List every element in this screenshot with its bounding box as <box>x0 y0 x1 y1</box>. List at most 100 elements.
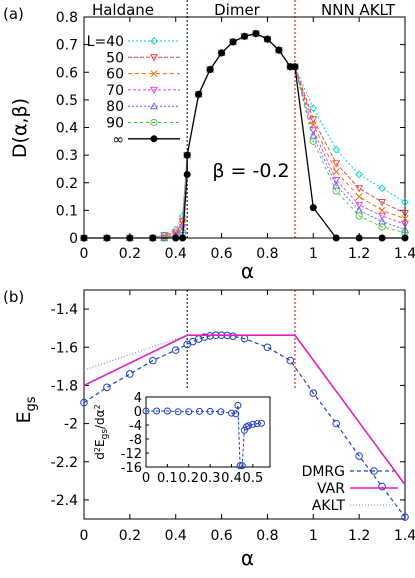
data-point <box>309 389 318 397</box>
data-point <box>309 104 318 112</box>
x-tick-label: 0.8 <box>256 528 278 544</box>
y-tick-label: 0.5 <box>56 93 78 109</box>
data-point <box>378 482 386 491</box>
data-point <box>263 343 272 352</box>
y-tick-label: 0.8 <box>56 10 78 26</box>
legend-label: DMRG <box>302 464 345 480</box>
inset-data-point <box>232 410 240 418</box>
plot-frame <box>83 16 406 239</box>
data-point <box>401 513 409 521</box>
inset-data-point <box>245 422 253 430</box>
inset-data-point <box>142 407 150 415</box>
series-4: 80 <box>80 29 409 242</box>
series-line <box>84 33 406 239</box>
inset-y-tick-label: -16 <box>121 461 142 476</box>
data-point <box>378 184 386 193</box>
inset-y-tick-label: -12 <box>121 447 142 462</box>
phase-label-dimer: Dimer <box>214 1 261 19</box>
series-line <box>83 334 406 486</box>
series-line <box>84 33 406 239</box>
inset-data-point <box>163 407 171 415</box>
panel-label: (b) <box>3 288 24 306</box>
data-point <box>263 35 271 43</box>
series-1: 50 <box>80 30 409 243</box>
legend-label: AKLT <box>312 498 346 514</box>
y-tick-label: 0.7 <box>56 38 78 54</box>
data-point <box>291 63 299 71</box>
data-point <box>309 116 318 124</box>
legend-label: 60 <box>106 67 124 83</box>
inset-data-point <box>195 407 203 415</box>
data-point <box>195 90 203 98</box>
inset-y-tick-label: 4 <box>134 391 142 406</box>
data-point <box>275 46 283 54</box>
legend-label: L=40 <box>87 34 124 50</box>
data-point <box>80 234 88 242</box>
inset-data-point <box>238 462 246 470</box>
data-point <box>401 210 409 218</box>
data-point <box>378 234 386 242</box>
x-tick-label: 0.4 <box>165 528 187 544</box>
data-point <box>332 145 341 154</box>
inset-x-tick-label: 0.4 <box>221 471 242 486</box>
series-aklt: AKLT <box>83 334 398 514</box>
x-tick-label: 0.2 <box>119 246 141 262</box>
inset-x-tick-label: 0.2 <box>178 471 199 486</box>
legend-label: 80 <box>106 99 124 115</box>
inset-x-tick-label: 0.3 <box>200 471 221 486</box>
data-point <box>355 193 363 201</box>
series-5: 90 <box>80 29 409 242</box>
data-point <box>401 221 409 229</box>
data-point <box>229 332 237 340</box>
data-point <box>103 383 111 392</box>
y-tick-label: 0.3 <box>56 148 78 164</box>
inset-data-point <box>236 462 244 470</box>
series-line <box>84 33 406 239</box>
data-point <box>80 398 88 407</box>
data-point <box>229 38 237 46</box>
inset-series-line <box>146 405 262 467</box>
y-axis-label: D(α,β) <box>9 98 31 158</box>
data-point <box>355 212 363 220</box>
series-2: 60 <box>80 30 409 242</box>
legend-marker <box>150 37 158 45</box>
series-line <box>83 334 406 518</box>
data-point <box>218 49 226 57</box>
legend-label: 90 <box>106 116 124 132</box>
data-point <box>332 176 341 185</box>
x-tick-label: 0.6 <box>210 246 232 262</box>
x-tick-label: 0.6 <box>210 528 232 544</box>
series-0: L=40 <box>80 29 409 242</box>
inset-data-point <box>206 407 214 415</box>
data-point <box>355 201 364 209</box>
legend-marker <box>150 86 158 95</box>
data-point <box>355 234 363 242</box>
data-point <box>206 65 214 73</box>
data-point <box>252 30 260 38</box>
data-point <box>355 185 364 193</box>
legend-marker <box>150 102 158 110</box>
x-axis-label: α <box>241 259 254 283</box>
y-tick-label: 0.4 <box>56 121 78 137</box>
legend-marker <box>150 70 158 78</box>
legend-marker <box>150 118 158 127</box>
data-point <box>355 206 364 214</box>
inset-data-point <box>228 409 236 417</box>
y-tick-label: -2.2 <box>51 455 78 471</box>
data-point <box>378 212 387 221</box>
phase-label-nnn-aklt: NNN AKLT <box>321 1 396 19</box>
x-tick-label: 0.2 <box>119 528 141 544</box>
series-line <box>84 33 406 239</box>
plot-frame <box>83 289 406 520</box>
data-point <box>286 356 295 365</box>
series-3: 70 <box>80 30 409 243</box>
x-tick-label: 1.2 <box>348 246 370 262</box>
data-point <box>126 234 134 242</box>
data-point <box>355 452 363 460</box>
legend-marker <box>150 54 158 62</box>
data-point <box>241 32 248 40</box>
data-point <box>309 137 317 145</box>
data-point <box>332 187 340 195</box>
